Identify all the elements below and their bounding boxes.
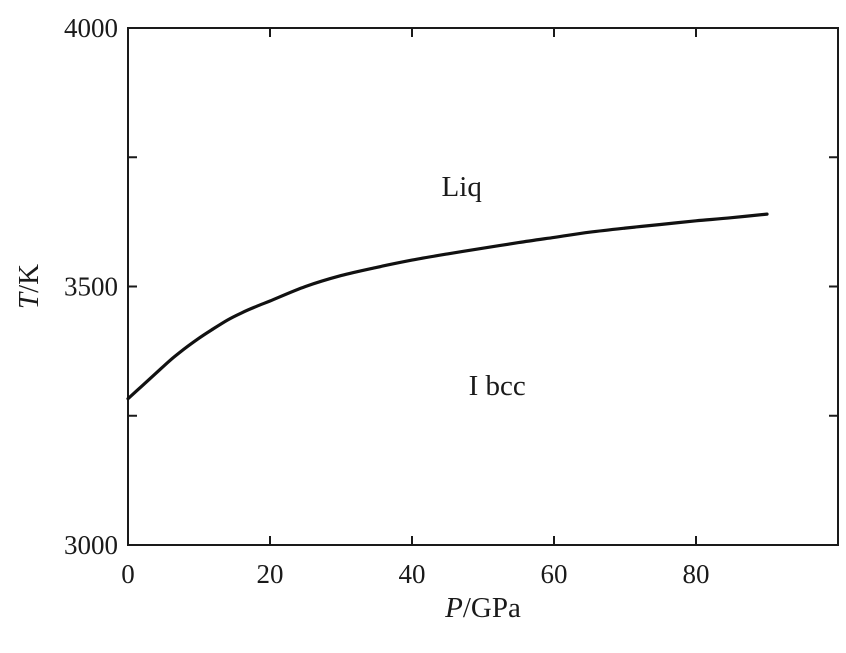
x-tick-label: 80	[683, 559, 710, 589]
x-axis-label-unit: /GPa	[463, 592, 521, 624]
region-label: Liq	[442, 171, 482, 203]
x-axis-label: P/GPa	[444, 592, 521, 624]
y-tick-label: 3500	[64, 272, 118, 302]
y-axis-label-symbol: T	[13, 291, 45, 309]
melting-curve-line	[126, 212, 769, 401]
x-tick-label: 20	[257, 559, 284, 589]
x-tick-label: 40	[399, 559, 426, 589]
annotations-layer: Liq I bcc	[442, 171, 526, 402]
y-axis-label-unit: /K	[13, 264, 45, 293]
y-axis-label: T/K	[13, 264, 45, 309]
region-label: I bcc	[469, 370, 526, 402]
y-tick-label: 4000	[64, 13, 118, 43]
ticks-layer: 0 20 40 60 80 3000 3500 4000	[64, 13, 838, 589]
x-tick-label: 60	[541, 559, 568, 589]
x-axis-label-symbol: P	[444, 592, 463, 624]
y-tick-label: 3000	[64, 530, 118, 560]
x-tick-label: 0	[121, 559, 135, 589]
